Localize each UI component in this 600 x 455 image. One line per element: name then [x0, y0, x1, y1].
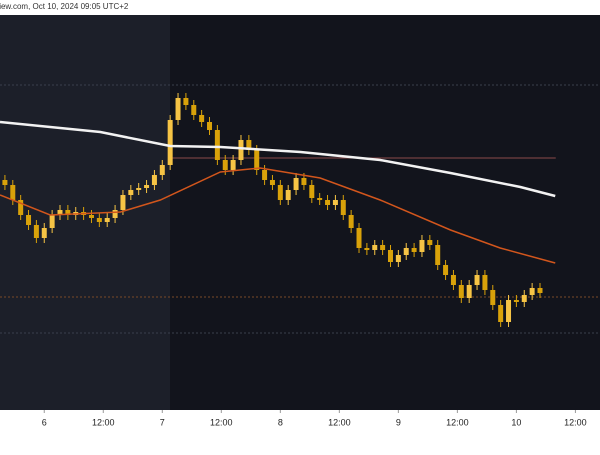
candle-body	[33, 225, 39, 238]
candle-body	[128, 190, 134, 195]
candle-body	[269, 180, 275, 185]
candle-body	[41, 228, 47, 238]
x-tick-label: 9	[396, 417, 401, 427]
candle-body	[88, 215, 94, 218]
candle-body	[490, 290, 496, 305]
candle-body	[458, 285, 464, 298]
x-tick-label: 12:00	[446, 417, 469, 427]
candle-body	[435, 245, 441, 265]
candle-body	[277, 185, 283, 200]
candle-body	[364, 248, 370, 250]
candle-body	[537, 288, 543, 293]
candle-body	[65, 210, 71, 215]
candle-body	[309, 185, 315, 198]
candle-body	[482, 275, 488, 290]
candle-body	[450, 275, 456, 285]
moving-average-line	[0, 120, 556, 198]
candle-body	[238, 140, 244, 160]
candle-body	[380, 245, 386, 250]
candle-body	[57, 210, 63, 215]
candle-body	[419, 240, 425, 252]
moving-average-line	[0, 167, 556, 264]
candle-body	[262, 170, 268, 180]
candle-body	[317, 198, 323, 200]
x-tick-label: 12:00	[328, 417, 351, 427]
candle-body	[199, 115, 205, 122]
candle-body	[411, 248, 417, 252]
candle-body	[207, 122, 213, 130]
candle-body	[144, 185, 150, 188]
x-tick-label: 12:00	[92, 417, 115, 427]
candle-body	[340, 200, 346, 215]
candle-body	[506, 300, 512, 322]
candle-body	[529, 288, 535, 295]
candle-body	[49, 215, 55, 228]
x-tick-label: 8	[278, 417, 283, 427]
candle-body	[498, 305, 504, 322]
candle-body	[387, 250, 393, 262]
candle-body	[285, 190, 291, 200]
candle-body	[356, 228, 362, 248]
candle-body	[348, 215, 354, 228]
candle-body	[230, 160, 236, 170]
candle-body	[112, 210, 118, 218]
candle-body	[26, 215, 32, 225]
candle-body	[254, 150, 260, 170]
x-tick-label: 10	[511, 417, 521, 427]
candle-body	[96, 218, 102, 222]
x-tick-label: 12:00	[210, 417, 233, 427]
candle-body	[222, 160, 228, 170]
candle-body	[521, 295, 527, 302]
candle-body	[474, 275, 480, 285]
candle-body	[167, 120, 173, 165]
candle-body	[120, 195, 126, 210]
candle-body	[18, 200, 24, 215]
candle-body	[301, 178, 307, 185]
candle-body	[427, 240, 433, 245]
candle-body	[159, 165, 165, 175]
candle-body	[332, 200, 338, 205]
candle-body	[513, 300, 519, 302]
candle-body	[443, 265, 449, 275]
candle-body	[466, 285, 472, 298]
candle-body	[151, 175, 157, 185]
candle-body	[372, 245, 378, 250]
x-tick-label: 6	[42, 417, 47, 427]
candle-body	[10, 185, 16, 200]
x-tick-label: 12:00	[564, 417, 587, 427]
candle-body	[403, 248, 409, 255]
candle-body	[104, 218, 110, 222]
header: View.com, Oct 10, 2024 09:05 UTC+2	[0, 2, 129, 11]
candle-body	[214, 130, 220, 160]
candle-body	[136, 188, 142, 190]
candle-body	[325, 200, 331, 205]
candle-body	[2, 180, 8, 185]
x-tick-label: 7	[160, 417, 165, 427]
candle-body	[293, 178, 299, 190]
candle-body	[191, 105, 197, 115]
candle-body	[395, 255, 401, 262]
candle-body	[246, 140, 252, 150]
candle-body	[183, 98, 189, 105]
candle-body	[175, 98, 181, 120]
